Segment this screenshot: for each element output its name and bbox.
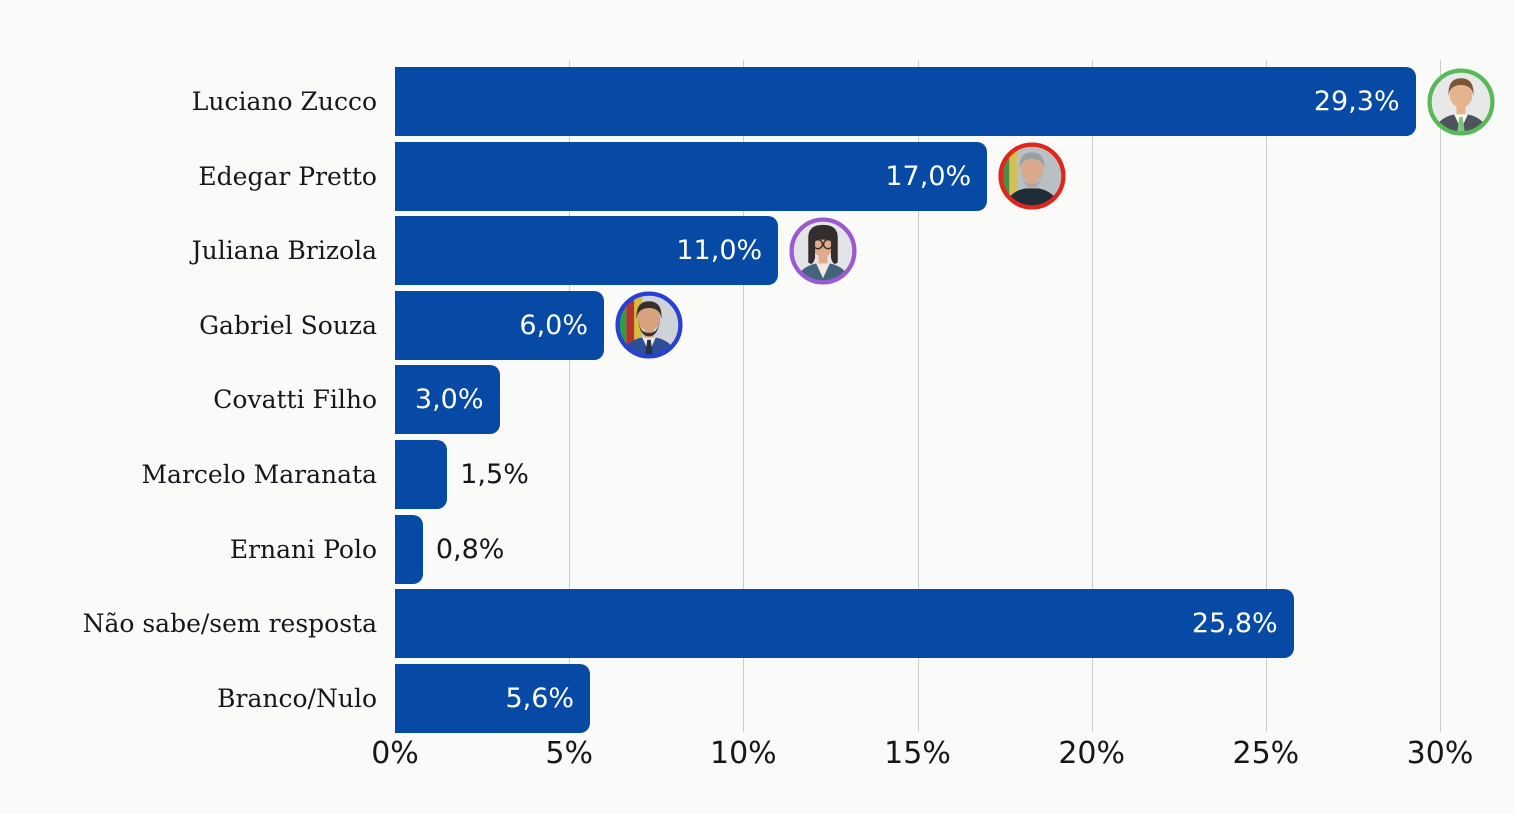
category-label: Branco/Nulo xyxy=(217,683,377,713)
bar-row: Marcelo Maranata 1,5% xyxy=(40,440,1515,509)
category-label: Edegar Pretto xyxy=(198,161,377,191)
value-label: 6,0% xyxy=(519,309,588,341)
value-label: 1,5% xyxy=(460,459,529,490)
x-axis-tick-label: 20% xyxy=(1058,736,1125,771)
bar-row: Edegar Pretto 17,0% xyxy=(40,141,1515,211)
x-axis-tick-label: 0% xyxy=(371,736,419,771)
candidate-avatar-juliana-brizola xyxy=(789,217,857,285)
candidate-avatar-edegar-pretto xyxy=(998,142,1066,210)
bar-row: Gabriel Souza 6,0% xyxy=(40,290,1515,360)
value-label: 3,0% xyxy=(414,384,484,416)
bar-row: Luciano Zucco 29,3% xyxy=(40,67,1515,136)
value-label: 25,8% xyxy=(1191,608,1278,640)
bar-row: Ernani Polo 0,8% xyxy=(40,514,1515,584)
bar-row: Covatti Filho 3,0% xyxy=(40,365,1515,435)
x-axis-tick-label: 30% xyxy=(1406,736,1474,771)
person-portrait-icon xyxy=(789,217,857,285)
candidate-avatar-luciano-zucco xyxy=(1427,67,1495,136)
value-label: 11,0% xyxy=(676,235,763,267)
category-label: Marcelo Maranata xyxy=(141,460,377,489)
bar: 17,0% xyxy=(395,141,988,211)
bar xyxy=(395,514,423,584)
category-label: Gabriel Souza xyxy=(199,310,377,340)
value-label: 29,3% xyxy=(1313,86,1400,117)
bar xyxy=(395,440,448,509)
gridline xyxy=(1091,60,1093,732)
bar-row: Juliana Brizola 11,0% xyxy=(40,216,1515,286)
bar: 6,0% xyxy=(395,290,604,360)
gridline xyxy=(1265,60,1267,732)
bar: 29,3% xyxy=(395,67,1416,136)
value-label: 0,8% xyxy=(435,533,505,565)
x-axis-tick-label: 25% xyxy=(1232,736,1300,771)
category-label: Luciano Zucco xyxy=(191,87,377,116)
x-axis-tick-label: 5% xyxy=(545,736,593,771)
poll-bar-chart: Luciano Zucco 29,3% Edegar Pretto 17,0% Juli… xyxy=(40,16,1515,814)
value-label: 5,6% xyxy=(505,682,575,714)
bar-row: Branco/Nulo 5,6% xyxy=(40,663,1515,733)
candidate-avatar-gabriel-souza xyxy=(615,291,683,359)
category-label: Covatti Filho xyxy=(213,385,377,415)
gridline xyxy=(569,60,571,732)
person-portrait-icon xyxy=(615,291,683,359)
value-label: 17,0% xyxy=(885,160,972,192)
x-axis-tick-label: 10% xyxy=(709,736,777,771)
bar-row: Não sabe/sem resposta 25,8% xyxy=(40,589,1515,659)
bar: 25,8% xyxy=(395,589,1294,659)
gridline xyxy=(1440,60,1441,732)
category-label: Não sabe/sem resposta xyxy=(82,609,377,639)
category-label: Juliana Brizola xyxy=(191,236,377,266)
bar: 11,0% xyxy=(395,216,779,286)
person-portrait-icon xyxy=(998,142,1066,210)
bar: 5,6% xyxy=(395,663,591,733)
x-axis-tick-label: 15% xyxy=(884,736,951,771)
bar: 3,0% xyxy=(395,365,500,435)
category-label: Ernani Polo xyxy=(229,534,377,564)
person-portrait-icon xyxy=(1427,67,1495,136)
gridline xyxy=(917,60,919,732)
gridline xyxy=(743,60,745,732)
